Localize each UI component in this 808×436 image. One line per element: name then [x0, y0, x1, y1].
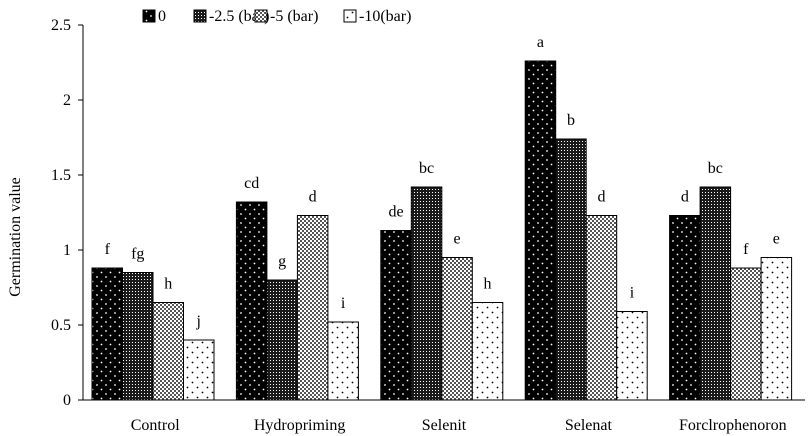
legend-label: -2.5 (bar) — [209, 8, 269, 25]
bar-3-3 — [616, 311, 648, 401]
significance-letter: i — [341, 295, 346, 312]
significance-letter: bc — [708, 160, 723, 177]
bar-0-2 — [152, 302, 184, 401]
category-label: Forclrophenoron — [679, 417, 787, 434]
bar-2-1 — [410, 186, 443, 401]
significance-letter: de — [388, 204, 403, 221]
bar-2-0 — [380, 230, 412, 401]
y-tick-label: 0 — [63, 392, 71, 409]
significance-letter: a — [537, 34, 544, 51]
bar-3-2 — [585, 215, 618, 401]
significance-letter: i — [630, 285, 635, 302]
bar-4-3 — [760, 257, 793, 401]
bar-1-2 — [296, 215, 329, 401]
significance-letters: f fg h j cd g d i de bc e h a b d i d bc f e — [105, 34, 780, 330]
bar-0-1 — [122, 272, 154, 401]
bar-3-1 — [555, 138, 587, 401]
category-label: Selenit — [422, 417, 467, 434]
bar-0-0 — [91, 267, 123, 401]
significance-letter: e — [453, 231, 460, 248]
y-tick-label: 0.5 — [51, 317, 71, 334]
bar-1-0 — [235, 201, 268, 401]
significance-letter: g — [278, 253, 286, 270]
bar-1-1 — [266, 279, 298, 401]
significance-letter: d — [597, 189, 605, 206]
significance-letter: e — [773, 231, 780, 248]
bar-4-1 — [699, 186, 732, 401]
significance-letter: bc — [419, 160, 434, 177]
category-label: Control — [131, 417, 180, 434]
bar-4-0 — [669, 215, 701, 401]
legend-swatch — [193, 9, 207, 23]
significance-letter: cd — [244, 175, 259, 192]
legend-swatch — [343, 9, 357, 23]
y-tick-label: 1.5 — [51, 167, 71, 184]
legend: 0 -2.5 (bar) -5 (bar) -10(bar) — [142, 8, 411, 25]
significance-letter: j — [196, 313, 201, 330]
significance-letter: b — [567, 112, 575, 129]
significance-letter: h — [164, 276, 172, 293]
legend-swatch — [254, 9, 268, 23]
significance-letter: f — [105, 241, 111, 258]
bar-4-2 — [730, 267, 762, 401]
bar-3-0 — [524, 60, 557, 401]
bars — [91, 60, 793, 401]
significance-letter: h — [484, 276, 492, 293]
significance-letter: f — [743, 241, 749, 258]
legend-swatch — [142, 9, 156, 23]
y-tick-label: 2.5 — [51, 17, 71, 34]
y-axis-title: Germination value — [7, 177, 24, 297]
y-axis: 0 0.5 1 1.5 2 2.5 — [51, 17, 83, 409]
bar-2-2 — [441, 257, 473, 401]
x-axis: Control Hydropriming Selenit Selenat Forclro… — [131, 417, 787, 434]
y-tick-label: 2 — [63, 92, 71, 109]
significance-letter: d — [681, 189, 689, 206]
bar-2-3 — [471, 302, 504, 401]
legend-label: -10(bar) — [359, 8, 411, 25]
bar-1-3 — [327, 321, 359, 401]
y-tick-label: 1 — [63, 242, 71, 259]
category-label: Selenat — [565, 417, 613, 434]
bar-0-3 — [183, 339, 215, 401]
significance-letter: fg — [131, 246, 144, 263]
category-label: Hydropriming — [254, 417, 346, 434]
legend-label: -5 (bar) — [270, 8, 318, 25]
legend-label: 0 — [158, 8, 166, 25]
significance-letter: d — [309, 189, 317, 206]
